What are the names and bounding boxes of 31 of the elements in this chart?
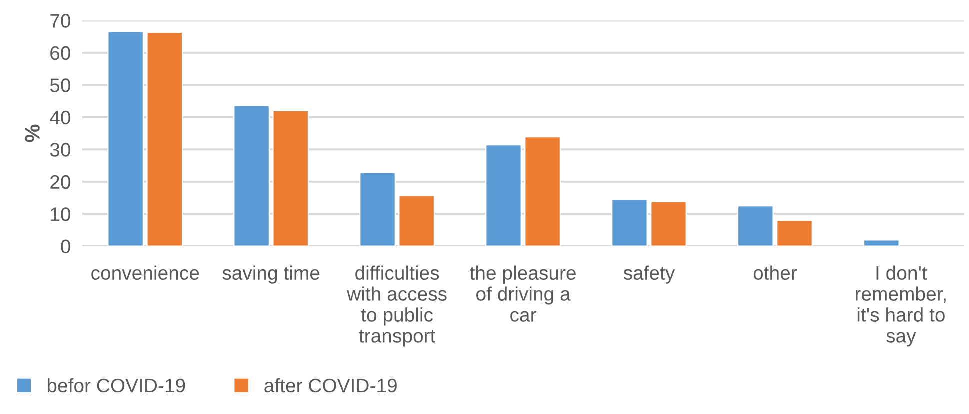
bar <box>360 172 396 246</box>
x-tick-label: difficulties with access to public transport <box>347 266 447 347</box>
y-tick-label: 30 <box>50 143 70 157</box>
y-axis-title: % <box>25 124 40 142</box>
bar <box>398 195 436 246</box>
x-tick-label: the pleasure of driving a car <box>470 266 576 322</box>
y-tick-label: 40 <box>50 110 70 125</box>
bar <box>272 110 310 246</box>
y-tick-label: 60 <box>50 46 70 60</box>
bar <box>863 240 900 246</box>
bar <box>234 105 270 246</box>
x-tick-label: convenience <box>92 266 200 280</box>
bar <box>108 31 144 246</box>
bar <box>612 199 648 246</box>
bar <box>524 136 561 246</box>
y-tick-label: 50 <box>50 78 70 92</box>
bar <box>146 32 184 246</box>
y-tick-label: 70 <box>50 14 70 28</box>
x-tick-label: I don't remember, it's hard to say <box>856 266 946 347</box>
x-tick-label: safety <box>624 266 676 284</box>
legend-label: befor COVID-19 <box>48 378 186 393</box>
bar <box>776 220 813 246</box>
bar <box>650 201 687 246</box>
x-tick-label: saving time <box>222 266 320 284</box>
bar <box>486 144 522 246</box>
legend-label: after COVID-19 <box>264 378 397 393</box>
y-tick-label: 10 <box>51 208 70 222</box>
bar <box>737 205 774 246</box>
y-tick-label: 0 <box>61 240 70 254</box>
x-tick-label: other <box>754 266 798 280</box>
y-tick-label: 20 <box>50 175 70 190</box>
